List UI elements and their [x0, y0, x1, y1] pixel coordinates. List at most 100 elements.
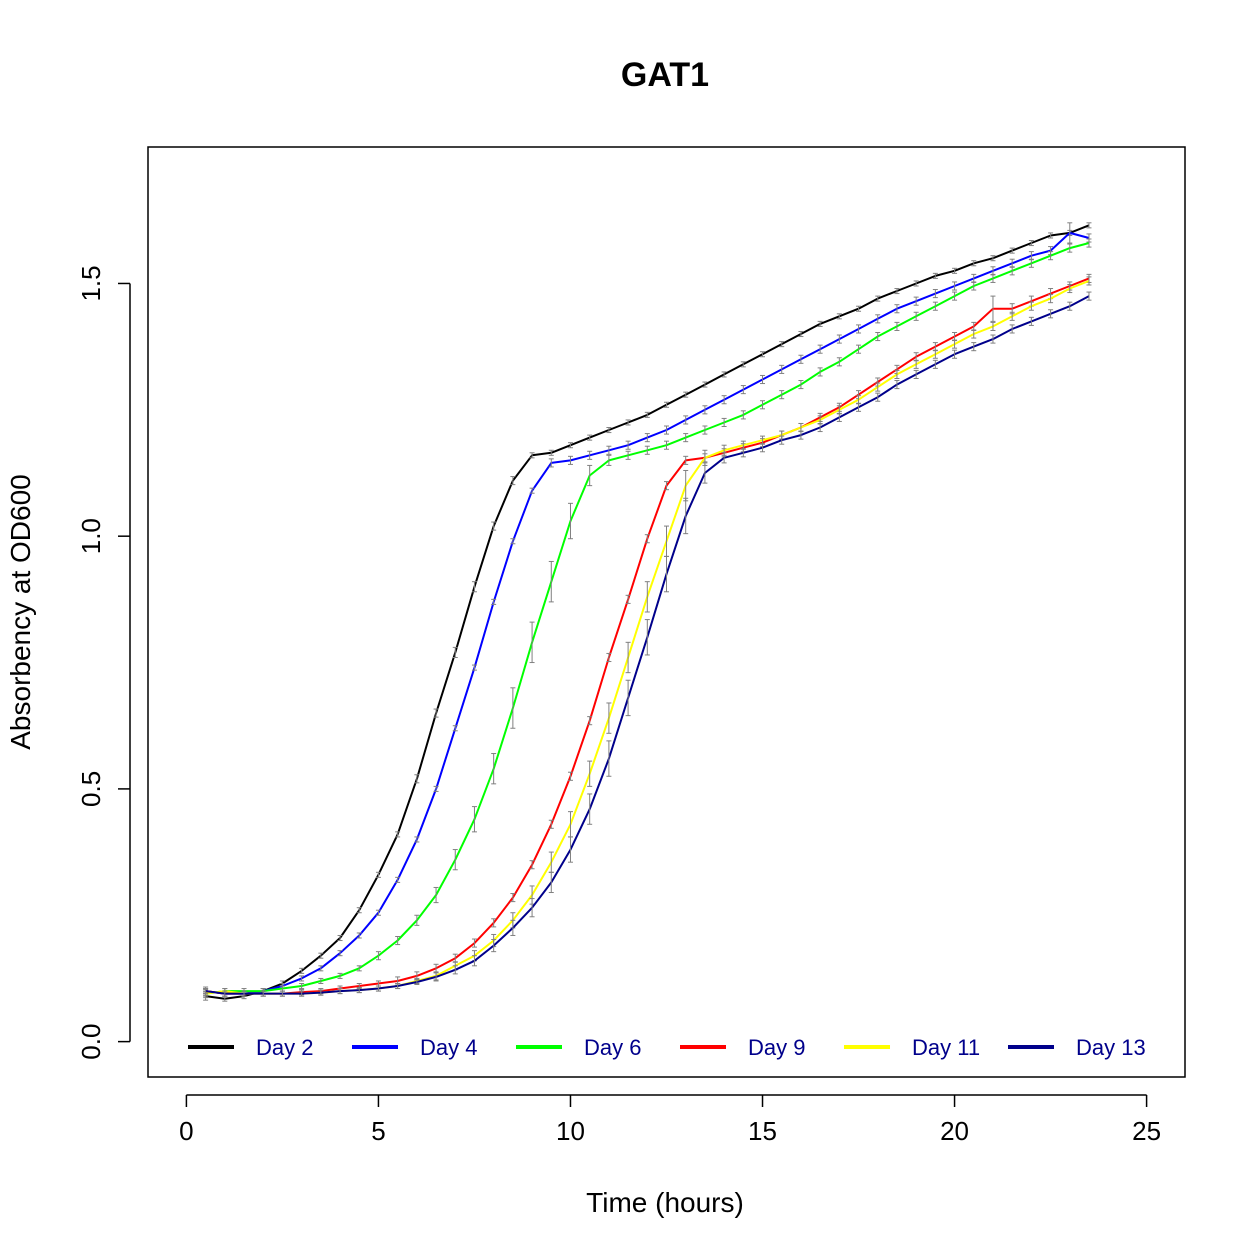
series-1	[203, 222, 1092, 997]
legend-item: Day 4	[352, 1035, 477, 1060]
error-bar	[260, 990, 266, 997]
legend-label: Day 2	[256, 1035, 313, 1060]
error-bar	[721, 452, 727, 464]
error-bar	[587, 793, 593, 825]
error-bar	[1086, 291, 1092, 301]
error-bar	[836, 334, 842, 344]
error-bar	[779, 364, 785, 374]
error-bar	[760, 443, 766, 453]
plot-frame	[147, 146, 1186, 1078]
error-bar	[952, 339, 958, 349]
error-bar	[836, 313, 842, 320]
y-tick-label: 0.0	[76, 1024, 106, 1060]
error-bar	[856, 324, 862, 334]
error-bar	[971, 260, 977, 267]
error-bar	[1028, 258, 1034, 268]
error-bar	[875, 382, 881, 392]
error-bar	[510, 687, 516, 729]
error-bar	[683, 415, 689, 425]
y-tick-label: 1.5	[76, 265, 106, 301]
error-bar	[606, 652, 612, 663]
error-bar	[779, 390, 785, 400]
error-bar	[952, 267, 958, 274]
error-bar	[433, 708, 439, 718]
error-bar	[856, 402, 862, 412]
error-bar	[395, 982, 401, 990]
error-bar	[817, 422, 823, 433]
error-bar	[836, 357, 842, 367]
error-bar	[395, 876, 401, 883]
error-bar	[433, 785, 439, 792]
error-bar	[606, 702, 612, 734]
legend-label: Day 9	[748, 1035, 805, 1060]
error-bar	[817, 344, 823, 354]
error-bar	[856, 344, 862, 354]
error-bar	[913, 369, 919, 379]
error-bar	[356, 907, 362, 914]
error-bar	[740, 410, 746, 420]
error-bar	[664, 555, 669, 593]
error-bar	[548, 819, 554, 829]
y-tick-label: 0.5	[76, 771, 106, 807]
x-axis-label: Time (hours)	[586, 1187, 744, 1218]
error-bar	[529, 860, 535, 870]
series-line	[205, 231, 1090, 995]
error-bar	[702, 425, 708, 435]
legend-label: Day 11	[912, 1035, 980, 1060]
error-bar	[567, 811, 573, 838]
error-bar	[299, 975, 305, 982]
error-bar	[798, 354, 804, 364]
error-bar	[664, 481, 669, 491]
error-bar	[798, 430, 804, 440]
error-bar	[952, 349, 958, 359]
error-bar	[625, 679, 631, 717]
error-bar	[702, 462, 708, 484]
error-bar	[990, 295, 996, 322]
error-bar	[664, 525, 669, 557]
error-bar	[395, 831, 401, 838]
error-bar	[337, 988, 343, 995]
error-bar	[433, 972, 439, 982]
legend-item: Day 9	[680, 1035, 805, 1060]
error-bar	[932, 289, 938, 299]
error-bar	[548, 871, 554, 894]
error-bar	[1048, 294, 1054, 304]
error-bar	[625, 440, 631, 450]
error-bar	[203, 988, 209, 995]
x-tick-label: 20	[940, 1116, 969, 1146]
error-bar	[932, 301, 938, 311]
error-bar	[471, 955, 477, 967]
error-bar	[567, 771, 573, 781]
error-bar	[664, 425, 669, 435]
error-bar	[1086, 238, 1092, 248]
error-bar	[318, 977, 324, 984]
error-bar	[471, 806, 477, 833]
y-axis-label: Absorbency at OD600	[5, 474, 36, 750]
error-bar	[894, 321, 900, 331]
error-bar	[1067, 301, 1073, 311]
error-bar	[644, 581, 650, 613]
error-bar	[664, 440, 669, 450]
error-bar	[414, 836, 420, 843]
error-bar	[395, 935, 401, 946]
error-bar	[721, 395, 727, 405]
error-bar	[760, 351, 766, 358]
error-bar	[990, 321, 996, 331]
y-tick-label: 1.0	[76, 518, 106, 554]
error-bar	[740, 361, 746, 368]
error-bar	[1067, 283, 1073, 294]
error-bar	[990, 255, 996, 262]
error-bar	[683, 455, 689, 465]
error-bar	[817, 367, 823, 377]
error-bar	[875, 392, 881, 402]
error-bar	[414, 914, 420, 926]
error-bar	[606, 740, 612, 777]
error-bar	[299, 967, 305, 974]
error-bar	[491, 753, 497, 785]
error-bar	[414, 978, 420, 986]
error-bar	[567, 455, 573, 465]
error-bar	[356, 965, 362, 972]
error-bar	[990, 273, 996, 283]
error-bar	[702, 381, 708, 388]
error-bar	[318, 952, 324, 959]
